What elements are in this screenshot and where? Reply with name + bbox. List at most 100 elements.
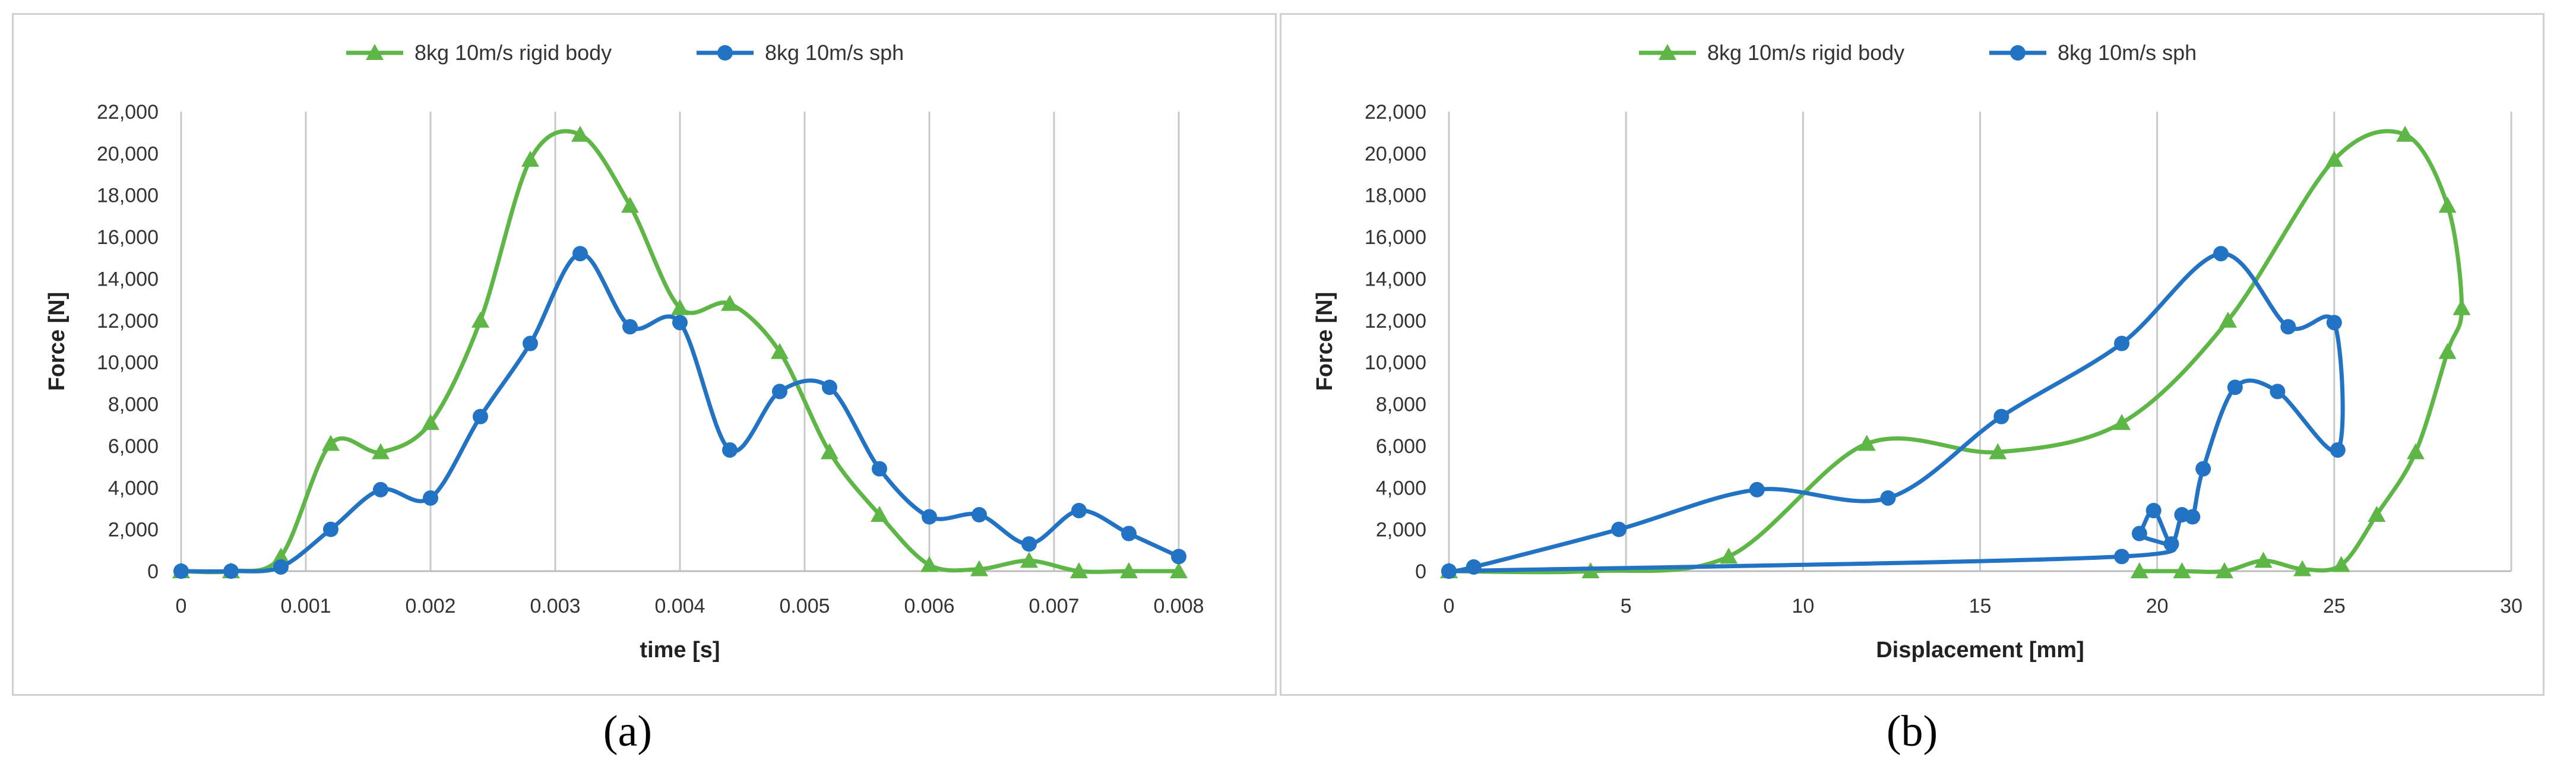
data-point: [2330, 442, 2346, 458]
data-point: [672, 315, 688, 331]
y-tick-label: 18,000: [97, 185, 159, 207]
legend-label: 8kg 10m/s rigid body: [1707, 40, 1904, 65]
data-point: [1441, 563, 1457, 579]
series-line: [1447, 129, 2464, 575]
x-tick-label: 0.007: [1028, 595, 1079, 617]
chart-panel-a: 0 0.001 0.002 0.003 0.004 0.005 0.006 0.007 0.00…: [12, 13, 1277, 696]
data-point: [722, 442, 738, 458]
data-point: [2145, 502, 2162, 518]
data-point: [2195, 461, 2211, 477]
data-point: [2227, 379, 2243, 395]
data-point: [1071, 502, 1087, 518]
data-point: [373, 481, 388, 498]
y-tick-label: 2,000: [108, 519, 159, 541]
data-point: [2270, 384, 2286, 400]
data-point: [322, 435, 340, 451]
x-tick-label: 0.004: [654, 595, 705, 617]
y-tick-label: 0: [1415, 560, 1426, 583]
data-point: [2452, 299, 2471, 315]
y-axis-title: Force [N]: [45, 292, 69, 391]
data-point: [970, 560, 988, 576]
data-point: [473, 408, 488, 424]
x-tick-label: 0: [1444, 595, 1455, 617]
data-point: [521, 150, 539, 167]
x-tick-label: 0.006: [904, 595, 954, 617]
data-point: [372, 443, 390, 460]
x-tick-label: 0.002: [405, 595, 455, 617]
chart-a: 0 0.001 0.002 0.003 0.004 0.005 0.006 0.007 0.00…: [45, 40, 1204, 663]
x-axis-title: time [s]: [640, 638, 720, 663]
data-point: [2219, 311, 2237, 328]
gridlines: [180, 112, 1180, 571]
data-point: [423, 490, 438, 506]
data-point: [1070, 562, 1088, 578]
y-tick-label: 18,000: [1365, 185, 1426, 207]
chart-panel-b: 0 5 10 15 20 25 30 0 2,000 4,000 6,000 8,000 10,000 1…: [1280, 13, 2545, 696]
legend-marker: [1659, 44, 1676, 60]
x-tick-label: 0.003: [530, 595, 580, 617]
data-point: [2396, 125, 2414, 142]
caption-a: (a): [603, 707, 653, 756]
data-point: [1993, 408, 2009, 424]
x-tick-label: 20: [2146, 595, 2169, 617]
data-point: [2326, 315, 2342, 331]
data-point: [2325, 150, 2343, 167]
data-point: [572, 246, 588, 262]
data-point: [1121, 525, 1137, 541]
data-point: [2173, 562, 2191, 578]
y-tick-label: 0: [147, 560, 159, 583]
x-tick-label: 0: [176, 595, 187, 617]
series-sph: [1441, 246, 2346, 579]
y-tick-label: 14,000: [1365, 268, 1426, 290]
legend-marker: [2010, 45, 2026, 61]
x-tick-label: 30: [2500, 595, 2523, 617]
y-tick-label: 10,000: [1365, 351, 1426, 374]
y-tick-label: 14,000: [97, 268, 159, 290]
data-point: [2254, 552, 2273, 568]
data-point: [1466, 559, 1482, 575]
data-point: [1021, 536, 1037, 552]
data-point: [721, 294, 739, 311]
data-point: [622, 319, 638, 335]
data-point: [2438, 343, 2457, 359]
x-tick-label: 25: [2323, 595, 2346, 617]
data-point: [2130, 562, 2148, 578]
data-point: [971, 507, 987, 523]
x-tick-label: 10: [1792, 595, 1814, 617]
legend-label: 8kg 10m/s rigid body: [414, 40, 612, 65]
data-point: [2213, 246, 2229, 262]
data-point: [2131, 525, 2147, 541]
data-point: [621, 197, 639, 213]
data-point: [1120, 562, 1138, 578]
data-point: [471, 311, 489, 328]
data-point: [422, 414, 439, 430]
y-tick-label: 6,000: [108, 435, 159, 458]
data-point: [871, 506, 888, 522]
x-tick-label: 0.005: [779, 595, 830, 617]
chart-b: 0 5 10 15 20 25 30 0 2,000 4,000 6,000 8,000 10,000 1…: [1312, 40, 2523, 663]
data-point: [671, 299, 689, 315]
y-tick-label: 4,000: [108, 477, 159, 499]
series-sph: [173, 246, 1186, 579]
y-axis-title: Force [N]: [1312, 292, 1337, 391]
series-rigid-body: [1440, 125, 2471, 578]
y-tick-label: 12,000: [97, 310, 159, 332]
data-point: [2293, 560, 2312, 576]
data-point: [771, 343, 789, 359]
data-point: [1857, 435, 1876, 451]
data-point: [323, 521, 338, 537]
data-point: [1989, 443, 2007, 460]
data-point: [2280, 319, 2296, 335]
data-point: [822, 379, 837, 395]
x-tick-label: 5: [1621, 595, 1632, 617]
data-point: [2114, 335, 2130, 351]
legend-marker: [717, 45, 733, 61]
data-point: [273, 559, 289, 575]
legend-label: 8kg 10m/s sph: [765, 40, 904, 65]
y-tick-label: 6,000: [1376, 435, 1426, 458]
data-point: [571, 125, 589, 142]
y-tick-label: 2,000: [1376, 519, 1426, 541]
y-tick-label: 20,000: [97, 142, 159, 165]
data-point: [2174, 507, 2190, 523]
data-point: [1171, 549, 1186, 565]
